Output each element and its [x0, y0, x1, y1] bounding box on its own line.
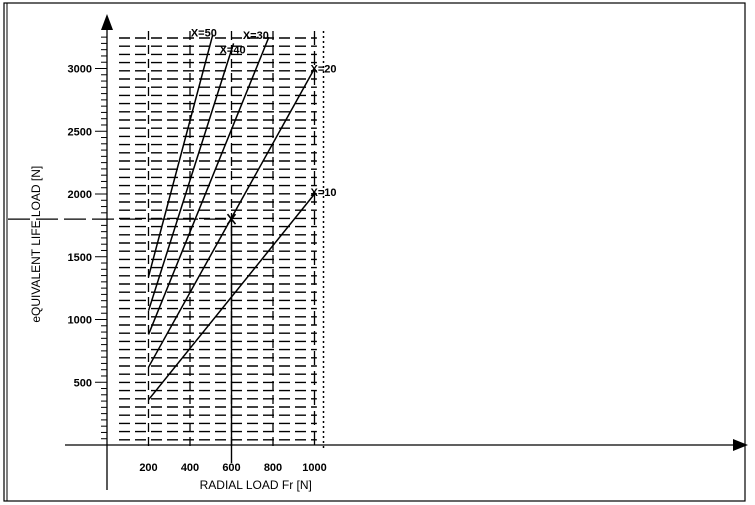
y-tick-label: 1500	[68, 252, 92, 264]
series-line	[147, 43, 235, 311]
y-axis-arrow-icon	[101, 14, 113, 30]
series-label: X=30	[243, 30, 269, 42]
y-tick-label: 2000	[68, 189, 92, 201]
series-line	[147, 36, 270, 335]
x-tick-label: 1000	[302, 462, 326, 474]
grid	[119, 31, 325, 448]
x-tick-label: 200	[139, 462, 157, 474]
x-tick-label: 800	[264, 462, 282, 474]
x-axis-arrow-icon	[733, 439, 748, 451]
series-line	[147, 193, 316, 401]
y-axis-title: eQUIVALENT LIFE LOAD [N]	[29, 166, 43, 323]
y-tick-label: 500	[74, 377, 92, 389]
series-label: X=10	[311, 187, 337, 199]
series-lines	[8, 34, 316, 463]
x-tick-label: 600	[222, 462, 240, 474]
y-tick-label: 3000	[68, 64, 92, 76]
series-line	[147, 68, 316, 368]
labels: 200 400 600 800 1000 500 1000 1500 2000 2500 3000 R…	[29, 28, 337, 492]
series-label: X=20	[311, 64, 337, 76]
outer-frame	[3, 2, 746, 502]
axes	[65, 14, 748, 490]
x-tick-label: 400	[181, 462, 199, 474]
x-axis-title: RADIAL LOAD Fr [N]	[200, 478, 312, 492]
y-tick-label: 1000	[68, 315, 92, 327]
series-label: X=50	[191, 28, 217, 40]
y-tick-label: 2500	[68, 126, 92, 138]
series-label: X=40	[220, 44, 246, 56]
series-line	[147, 34, 214, 278]
